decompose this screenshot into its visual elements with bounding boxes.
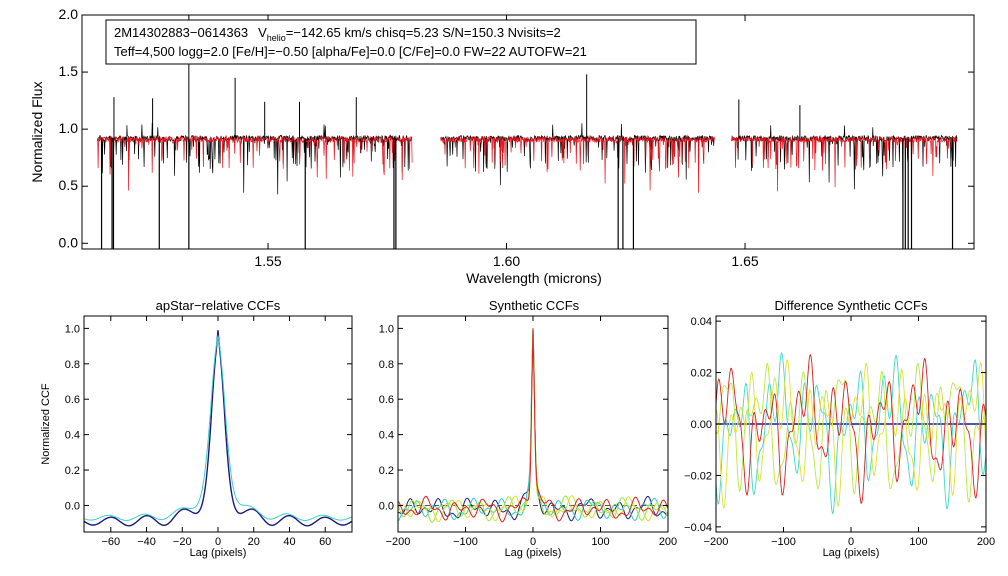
synthetic-ccf-s3 bbox=[397, 328, 669, 523]
y-tick-label: −0.04 bbox=[684, 522, 712, 534]
spectrum-series-model bbox=[96, 135, 958, 193]
difference-ccf-d2 bbox=[716, 362, 986, 503]
y-tick-label: −0.02 bbox=[684, 470, 712, 482]
y-tick-label: 0.8 bbox=[65, 359, 80, 371]
v-symbol: V bbox=[258, 25, 267, 40]
difference-ccf-x-ticks: −200 −100 0 100 200 bbox=[704, 316, 995, 548]
y-tick-label: 1.0 bbox=[65, 323, 80, 335]
spectrum-y-ticks: 0.0 0.5 1.0 1.5 2.0 bbox=[59, 6, 974, 250]
info-line-1-rest: =−142.65 km/s chisq=5.23 S/N=150.3 Nvisi… bbox=[286, 25, 561, 40]
x-tick-label: 100 bbox=[909, 536, 927, 548]
synthetic-ccf-plot-area bbox=[397, 328, 669, 523]
difference-ccf-y-ticks: −0.04 −0.02 0.00 0.02 0.04 bbox=[684, 316, 986, 534]
x-tick-label: 1.60 bbox=[493, 253, 520, 269]
y-tick-label: 0.04 bbox=[691, 316, 712, 328]
x-tick-label: 1.55 bbox=[254, 253, 281, 269]
info-line-2: Teff=4,500 logg=2.0 [Fe/H]=−0.50 [alpha/… bbox=[114, 44, 587, 59]
difference-ccf-d1 bbox=[716, 351, 986, 515]
apstar-ccf-panel: apStar−relative CCFs 0.00.20.40.60.81.0 … bbox=[40, 298, 353, 559]
synthetic-ccf-s5 bbox=[397, 328, 669, 523]
spectrum-panel: 0.0 0.5 1.0 1.5 2.0 1.55 1.60 1.65 Wavelength … bbox=[29, 6, 975, 286]
synthetic-ccf-x-label: Lag (pixels) bbox=[505, 547, 562, 559]
apstar-ccf-plot-area bbox=[83, 330, 353, 527]
difference-ccf-d4 bbox=[716, 353, 986, 505]
spectrum-x-label: Wavelength (microns) bbox=[466, 270, 602, 286]
apstar-ccf-frame bbox=[83, 315, 353, 533]
info-box-frame bbox=[105, 19, 697, 65]
synthetic-ccf-y-ticks: 0.0 0.2 0.4 0.6 0.8 1.0 bbox=[379, 323, 668, 512]
x-tick-label: 200 bbox=[659, 536, 677, 548]
synthetic-ccf-x-ticks: −200 −100 0 100 200 bbox=[386, 316, 677, 548]
apstar-ccf-x-label: Lag (pixels) bbox=[190, 547, 247, 559]
y-tick-label: 1.0 bbox=[59, 120, 79, 136]
x-tick-label: 0 bbox=[215, 536, 221, 548]
x-tick-label: 0 bbox=[530, 536, 536, 548]
x-tick-label: 1.65 bbox=[731, 253, 758, 269]
x-tick-label: 200 bbox=[977, 536, 995, 548]
info-line-1: 2M14302883−0614363 Vhelio=−142.65 km/s ch… bbox=[114, 25, 561, 43]
x-tick-label: −200 bbox=[704, 536, 729, 548]
synthetic-ccf-s2 bbox=[397, 328, 669, 522]
info-box: 2M14302883−0614363 Vhelio=−142.65 km/s ch… bbox=[105, 19, 697, 65]
spectrum-series-observed bbox=[96, 122, 958, 195]
y-tick-label: 1.5 bbox=[59, 63, 79, 79]
spectrum-y-label: Normalized Flux bbox=[29, 81, 45, 182]
y-tick-label: 0.6 bbox=[65, 394, 80, 406]
difference-ccf-d3 bbox=[716, 359, 986, 509]
x-tick-label: −200 bbox=[386, 536, 411, 548]
apstar-ccf-y-ticks: 0.0 0.2 0.4 0.6 0.8 1.0 bbox=[65, 323, 352, 512]
y-tick-label: 0.02 bbox=[691, 368, 712, 380]
difference-ccf-x-label: Lag (pixels) bbox=[823, 547, 880, 559]
apstar-ccf-x-ticks: −60 −40 −20 0 20 40 60 bbox=[101, 316, 331, 548]
y-tick-label: 0.0 bbox=[59, 234, 79, 250]
spectrum-x-ticks: 1.55 1.60 1.65 bbox=[254, 15, 759, 269]
v-subscript: helio bbox=[267, 33, 286, 43]
spectrum-frame bbox=[81, 14, 975, 250]
synthetic-ccf-s4 bbox=[397, 328, 669, 523]
difference-ccf-title: Difference Synthetic CCFs bbox=[775, 298, 928, 313]
y-tick-label: 1.0 bbox=[379, 323, 394, 335]
x-tick-label: −20 bbox=[173, 536, 192, 548]
spectrum-plot-area bbox=[96, 15, 958, 249]
y-tick-label: 0.5 bbox=[59, 177, 79, 193]
difference-ccf-panel: Difference Synthetic CCFs −0.04 −0.02 0.00… bbox=[684, 298, 995, 559]
y-tick-label: 0.0 bbox=[379, 500, 394, 512]
x-tick-label: 100 bbox=[591, 536, 609, 548]
x-tick-label: 40 bbox=[283, 536, 295, 548]
x-tick-label: −40 bbox=[137, 536, 156, 548]
y-tick-label: 0.2 bbox=[65, 465, 80, 477]
x-tick-label: −100 bbox=[453, 536, 478, 548]
y-tick-label: 0.2 bbox=[379, 465, 394, 477]
y-tick-label: 0.8 bbox=[379, 359, 394, 371]
x-tick-label: 20 bbox=[248, 536, 260, 548]
difference-ccf-plot-area bbox=[716, 351, 986, 515]
y-tick-label: 0.6 bbox=[379, 394, 394, 406]
x-tick-label: −100 bbox=[771, 536, 796, 548]
x-tick-label: 0 bbox=[848, 536, 854, 548]
y-tick-label: 2.0 bbox=[59, 6, 79, 22]
difference-lines bbox=[716, 351, 986, 515]
spectrum-lines bbox=[96, 15, 958, 249]
synthetic-ccf-title: Synthetic CCFs bbox=[489, 298, 580, 313]
synthetic-ccf-panel: Synthetic CCFs 0.0 0.2 0.4 0.6 0.8 1.0 −200 −1… bbox=[379, 298, 677, 559]
y-tick-label: 0.0 bbox=[65, 500, 80, 512]
x-tick-label: −60 bbox=[101, 536, 120, 548]
y-tick-label: 0.4 bbox=[65, 430, 80, 442]
apstar-ccf-visit-2 bbox=[83, 335, 353, 521]
apstar-ccf-visit-1 bbox=[83, 330, 353, 527]
apstar-ccf-y-label: Normalized CCF bbox=[40, 383, 52, 465]
y-tick-label: 0.00 bbox=[691, 419, 712, 431]
object-id: 2M14302883−0614363 bbox=[114, 25, 248, 40]
synthetic-ccf-s1 bbox=[397, 328, 669, 522]
y-tick-label: 0.4 bbox=[379, 430, 394, 442]
apstar-ccf-title: apStar−relative CCFs bbox=[156, 298, 281, 313]
x-tick-label: 60 bbox=[319, 536, 331, 548]
